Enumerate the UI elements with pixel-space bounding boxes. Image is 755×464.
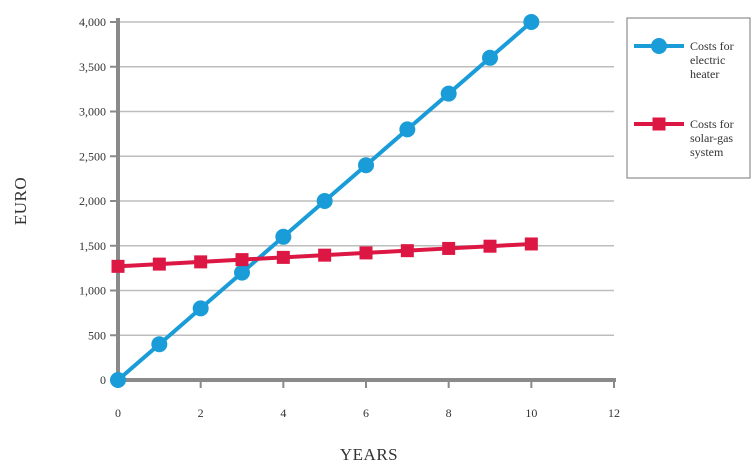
- data-point: [194, 255, 208, 269]
- series-2: [111, 237, 538, 273]
- data-point: [359, 246, 373, 260]
- data-point: [440, 85, 457, 102]
- data-point: [442, 241, 456, 255]
- y-tick-label: 4,000: [79, 15, 106, 29]
- legend-label: Costs for: [690, 39, 734, 53]
- data-point: [523, 14, 540, 30]
- y-tick-label: 3,500: [79, 60, 106, 74]
- x-tick-label: 0: [115, 406, 121, 420]
- data-point: [524, 237, 538, 251]
- legend-marker: [651, 38, 667, 54]
- data-point: [235, 253, 249, 267]
- data-point: [318, 248, 332, 262]
- axes: [116, 18, 616, 382]
- data-point: [234, 264, 250, 281]
- x-tick-label: 4: [280, 406, 286, 420]
- y-axis-title: EURO: [11, 177, 30, 225]
- data-point: [152, 257, 166, 271]
- grid-lines: [118, 21, 614, 336]
- series-layer: [110, 14, 540, 388]
- legend-marker: [652, 117, 666, 131]
- x-tick-label: 6: [363, 406, 369, 420]
- x-tick-label: 10: [525, 406, 537, 420]
- y-tick-labels: 0 500 1,000 1,500 2,000 2,500 3,000 3,500 4,000: [79, 15, 118, 387]
- y-tick-label: 2,500: [79, 149, 106, 163]
- data-point: [276, 250, 290, 264]
- data-point: [192, 300, 209, 317]
- data-point: [316, 193, 333, 209]
- y-tick-label: 2,000: [79, 194, 106, 208]
- data-point: [400, 244, 414, 258]
- x-tick-label: 12: [608, 406, 620, 420]
- data-point: [111, 259, 125, 273]
- y-tick-label: 0: [100, 373, 106, 387]
- data-point: [399, 121, 416, 138]
- data-point: [358, 157, 374, 174]
- legend-label: system: [690, 145, 724, 159]
- data-point: [151, 336, 168, 353]
- y-tick-label: 3,000: [79, 105, 106, 119]
- legend-label: Costs for: [690, 117, 734, 131]
- x-tick-labels: 0 2 4 6 8 10 12: [115, 380, 620, 420]
- x-axis-title: YEARS: [340, 445, 398, 464]
- data-point: [110, 372, 126, 388]
- x-tick-label: 2: [198, 406, 204, 420]
- x-tick-label: 8: [446, 406, 452, 420]
- series-1: [110, 14, 540, 388]
- y-tick-label: 1,000: [79, 284, 106, 298]
- y-tick-label: 500: [88, 328, 106, 342]
- data-point: [482, 49, 498, 66]
- legend-label: solar-gas: [690, 131, 733, 145]
- data-point: [275, 228, 292, 245]
- legend-label: heater: [690, 67, 719, 81]
- data-point: [483, 239, 497, 253]
- legend-label: electric: [690, 53, 725, 67]
- y-tick-label: 1,500: [79, 239, 106, 253]
